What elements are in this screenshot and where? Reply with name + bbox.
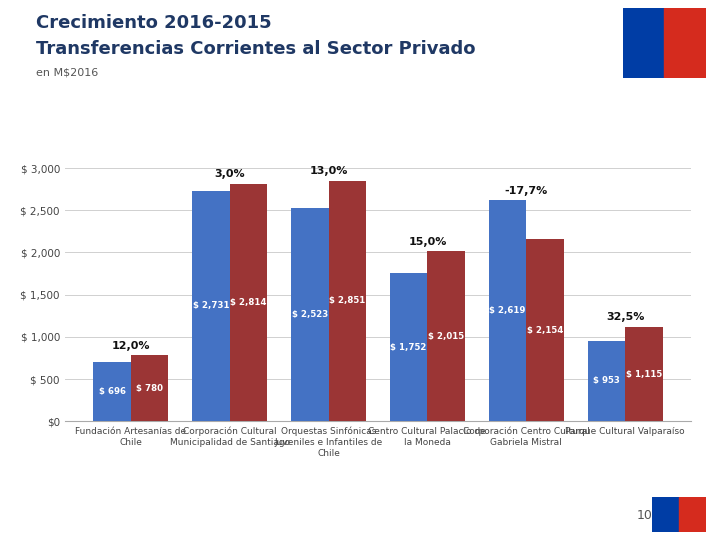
Text: $ 696: $ 696 (99, 387, 125, 396)
Bar (328, 181, 366, 421)
Text: $ 2,015: $ 2,015 (428, 332, 464, 341)
Bar (665, 8, 706, 78)
Bar (428, 251, 465, 421)
Text: $ 2,154: $ 2,154 (527, 326, 563, 335)
Text: $ 1,752: $ 1,752 (390, 343, 427, 352)
Bar (131, 355, 168, 421)
Text: 10: 10 (636, 509, 652, 523)
Text: $ 780: $ 780 (136, 384, 163, 393)
Text: 32,5%: 32,5% (606, 313, 644, 322)
Text: 15,0%: 15,0% (408, 237, 446, 247)
Text: $ 2,851: $ 2,851 (329, 296, 366, 306)
Bar (588, 341, 625, 421)
Text: 3,0%: 3,0% (215, 169, 245, 179)
Bar (526, 239, 564, 421)
Bar (291, 208, 328, 421)
Text: 13,0%: 13,0% (310, 166, 348, 176)
Legend: PRESUPUESTO LEY 2015, PROYECTO PRESUPUESTO 2016: PRESUPUESTO LEY 2015, PROYECTO PRESUPUES… (202, 538, 554, 540)
Text: Crecimiento 2016-2015: Crecimiento 2016-2015 (36, 14, 271, 31)
Bar (489, 200, 526, 421)
Bar (652, 497, 679, 532)
Text: $ 2,731: $ 2,731 (193, 301, 229, 310)
Bar (623, 8, 665, 78)
Text: en M$2016: en M$2016 (36, 68, 98, 78)
Bar (390, 273, 428, 421)
Text: $ 2,814: $ 2,814 (230, 298, 266, 307)
Text: $ 2,619: $ 2,619 (490, 306, 526, 315)
Text: $ 1,115: $ 1,115 (626, 370, 662, 379)
Bar (625, 327, 662, 421)
Text: $ 2,523: $ 2,523 (292, 310, 328, 319)
Bar (679, 497, 706, 532)
Bar (230, 184, 267, 421)
Text: -17,7%: -17,7% (505, 186, 548, 195)
Bar (192, 191, 230, 421)
Text: Transferencias Corrientes al Sector Privado: Transferencias Corrientes al Sector Priv… (36, 40, 475, 58)
Text: 12,0%: 12,0% (112, 341, 150, 351)
Text: $ 953: $ 953 (593, 376, 620, 386)
Bar (94, 362, 131, 421)
